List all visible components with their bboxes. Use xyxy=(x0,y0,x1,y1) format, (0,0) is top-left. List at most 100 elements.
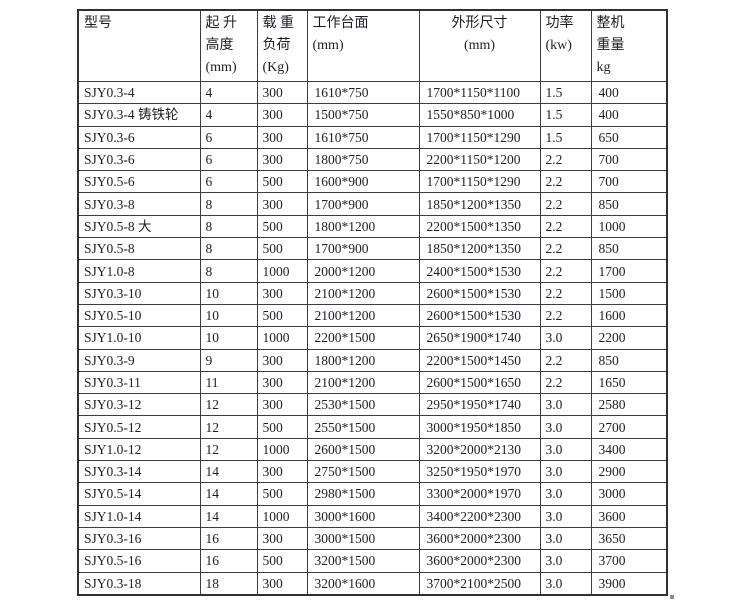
table-cell: 2530*1500 xyxy=(306,393,420,417)
table-cell: SJY0.5-16 xyxy=(77,549,201,573)
table-cell: 2400*1500*1530 xyxy=(418,259,541,283)
table-row: SJY1.0-8 8 1000 2000*1200 2400*1500*1530 2.2 1… xyxy=(77,259,668,283)
table-cell: 850 xyxy=(590,348,668,372)
table-cell: 1610*750 xyxy=(306,80,420,105)
table-cell: 1500 xyxy=(590,281,668,305)
table-row: SJY0.3-9 9 300 1800*1200 2200*1500*1450 2.2 85… xyxy=(77,348,668,372)
table-cell: 3.0 xyxy=(539,393,592,417)
column-header-platform-size: 工作台面 (mm) xyxy=(306,9,420,82)
table-cell: 500 xyxy=(256,214,308,239)
table-cell: 300 xyxy=(256,370,308,395)
table-cell: 300 xyxy=(256,348,308,372)
table-cell: 3.0 xyxy=(539,571,592,596)
table-row: SJY0.3-12 12 300 2530*1500 2950*1950*1740 3.0… xyxy=(77,393,668,417)
table-cell: 2.2 xyxy=(539,147,592,172)
table-cell: 2200*1500*1450 xyxy=(418,348,541,372)
table-cell: 6 xyxy=(199,170,258,194)
table-cell: 3250*1950*1970 xyxy=(418,460,541,484)
table-cell: 1850*1200*1350 xyxy=(418,237,541,261)
table-cell: 1800*1200 xyxy=(306,348,420,372)
table-cell: 3.0 xyxy=(539,504,592,528)
table-cell: 2900 xyxy=(590,460,668,484)
table-cell: 500 xyxy=(256,237,308,261)
table-cell: 2200*1500*1350 xyxy=(418,214,541,239)
table-cell: 2.2 xyxy=(539,259,592,283)
table-cell: 2000*1200 xyxy=(306,259,420,283)
table-cell: 3900 xyxy=(590,571,668,596)
table-resize-handle[interactable] xyxy=(670,595,674,599)
table-cell: 700 xyxy=(590,147,668,172)
table-cell: 1700*900 xyxy=(306,192,420,216)
table-cell: 3000*1950*1850 xyxy=(418,415,541,439)
table-cell: 2980*1500 xyxy=(306,482,420,506)
table-cell: 8 xyxy=(199,214,258,239)
table-cell: 1000 xyxy=(590,214,668,239)
table-row: SJY0.3-18 18 300 3200*1600 3700*2100*2500 3.0… xyxy=(77,571,668,596)
table-cell: 14 xyxy=(199,460,258,484)
table-cell: 1700*1150*1290 xyxy=(418,125,541,149)
table-cell: 3000 xyxy=(590,482,668,506)
table-cell: 12 xyxy=(199,415,258,439)
table-cell: 3200*1600 xyxy=(306,571,420,596)
table-cell: 2.2 xyxy=(539,348,592,372)
table-cell: 2600*1500*1530 xyxy=(418,303,541,328)
table-cell: 2650*1900*1740 xyxy=(418,326,541,350)
table-cell: SJY1.0-14 xyxy=(77,504,201,528)
table-cell: 3400*2200*2300 xyxy=(418,504,541,528)
table-cell: 500 xyxy=(256,549,308,573)
table-cell: SJY1.0-10 xyxy=(77,326,201,350)
table-row: SJY0.5-8 8 500 1700*900 1850*1200*1350 2.2 850 xyxy=(77,237,668,261)
table-cell: 2580 xyxy=(590,393,668,417)
table-cell: 300 xyxy=(256,460,308,484)
table-cell: 3300*2000*1970 xyxy=(418,482,541,506)
table-cell: 8 xyxy=(199,237,258,261)
table-cell: 500 xyxy=(256,303,308,328)
table-cell: 11 xyxy=(199,370,258,395)
table-cell: 3400 xyxy=(590,437,668,462)
table-cell: 1600 xyxy=(590,303,668,328)
column-header-overall-dimensions: 外形尺寸 (mm) xyxy=(418,9,541,82)
table-cell: 2.2 xyxy=(539,214,592,239)
table-cell: 300 xyxy=(256,192,308,216)
table-cell: 1000 xyxy=(256,259,308,283)
table-cell: SJY0.3-16 xyxy=(77,526,201,551)
table-cell: 2750*1500 xyxy=(306,460,420,484)
table-cell: 3200*1500 xyxy=(306,549,420,573)
table-row: SJY0.3-14 14 300 2750*1500 3250*1950*1970 3.0… xyxy=(77,460,668,484)
table-cell: 300 xyxy=(256,281,308,305)
column-header-total-weight: 整机 重量 kg xyxy=(590,9,668,82)
table-cell: SJY0.3-6 xyxy=(77,147,201,172)
table-cell: 6 xyxy=(199,125,258,149)
table-cell: 2200 xyxy=(590,326,668,350)
table-cell: 2.2 xyxy=(539,237,592,261)
table-row: SJY0.5-6 6 500 1600*900 1700*1150*1290 2.2 700 xyxy=(77,170,668,194)
table-cell: 3200*2000*2130 xyxy=(418,437,541,462)
table-cell: 12 xyxy=(199,437,258,462)
table-cell: 1610*750 xyxy=(306,125,420,149)
table-row: SJY0.5-12 12 500 2550*1500 3000*1950*1850 3.0… xyxy=(77,415,668,439)
table-row: SJY0.3-6 6 300 1800*750 2200*1150*1200 2.2 700 xyxy=(77,147,668,172)
table-cell: 4 xyxy=(199,80,258,105)
table-cell: 1.5 xyxy=(539,103,592,127)
table-cell: 2600*1500*1650 xyxy=(418,370,541,395)
column-header-model: 型号 xyxy=(77,9,201,82)
table-cell: SJY0.3-18 xyxy=(77,571,201,596)
table-cell: SJY0.5-14 xyxy=(77,482,201,506)
table-cell: 2200*1500 xyxy=(306,326,420,350)
table-cell: 500 xyxy=(256,170,308,194)
table-cell: 8 xyxy=(199,259,258,283)
table-cell: 2600*1500*1530 xyxy=(418,281,541,305)
table-cell: 2.2 xyxy=(539,370,592,395)
table-cell: 14 xyxy=(199,482,258,506)
table-cell: 2.2 xyxy=(539,303,592,328)
table-row: SJY1.0-14 14 1000 3000*1600 3400*2200*2300 3.… xyxy=(77,504,668,528)
table-cell: SJY1.0-8 xyxy=(77,259,201,283)
table-cell: 400 xyxy=(590,103,668,127)
table-cell: 6 xyxy=(199,147,258,172)
table-cell: 2600*1500 xyxy=(306,437,420,462)
table-cell: 12 xyxy=(199,393,258,417)
table-cell: 650 xyxy=(590,125,668,149)
header-row: 型号 起 升 高度 (mm) 载 重 负荷 (Kg) 工作台面 (mm) 外形尺… xyxy=(77,9,668,82)
table-cell: 1000 xyxy=(256,326,308,350)
